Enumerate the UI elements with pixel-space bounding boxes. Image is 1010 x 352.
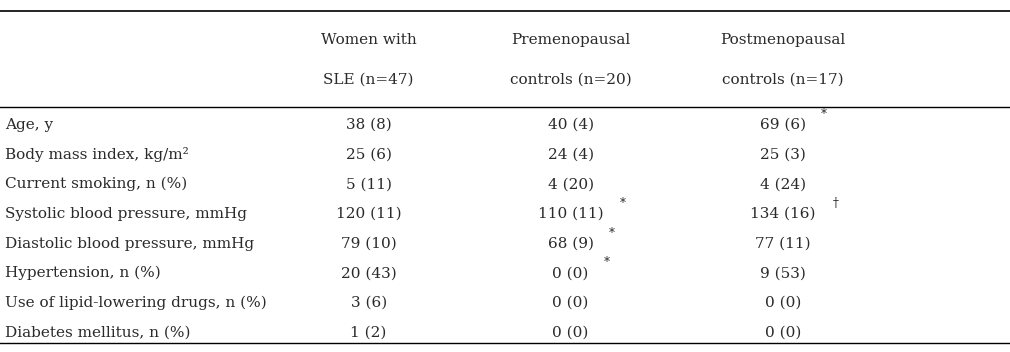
Text: 40 (4): 40 (4): [547, 118, 594, 132]
Text: Use of lipid-lowering drugs, n (%): Use of lipid-lowering drugs, n (%): [5, 296, 267, 310]
Text: SLE (n=47): SLE (n=47): [323, 72, 414, 86]
Text: 4 (20): 4 (20): [547, 177, 594, 191]
Text: Diastolic blood pressure, mmHg: Diastolic blood pressure, mmHg: [5, 237, 255, 251]
Text: Premenopausal: Premenopausal: [511, 33, 630, 48]
Text: 38 (8): 38 (8): [345, 118, 392, 132]
Text: 77 (11): 77 (11): [754, 237, 811, 251]
Text: 3 (6): 3 (6): [350, 296, 387, 310]
Text: 9 (53): 9 (53): [760, 266, 806, 280]
Text: 120 (11): 120 (11): [336, 207, 401, 221]
Text: Hypertension, n (%): Hypertension, n (%): [5, 266, 161, 281]
Text: Systolic blood pressure, mmHg: Systolic blood pressure, mmHg: [5, 207, 247, 221]
Text: 0 (0): 0 (0): [765, 326, 801, 340]
Text: 110 (11): 110 (11): [538, 207, 603, 221]
Text: *: *: [603, 256, 609, 269]
Text: Body mass index, kg/m²: Body mass index, kg/m²: [5, 147, 189, 162]
Text: controls (n=17): controls (n=17): [722, 72, 843, 86]
Text: Postmenopausal: Postmenopausal: [720, 33, 845, 48]
Text: 79 (10): 79 (10): [340, 237, 397, 251]
Text: 0 (0): 0 (0): [552, 296, 589, 310]
Text: 24 (4): 24 (4): [547, 147, 594, 162]
Text: 68 (9): 68 (9): [547, 237, 594, 251]
Text: 5 (11): 5 (11): [345, 177, 392, 191]
Text: 0 (0): 0 (0): [552, 266, 589, 280]
Text: 69 (6): 69 (6): [760, 118, 806, 132]
Text: 20 (43): 20 (43): [340, 266, 397, 280]
Text: 4 (24): 4 (24): [760, 177, 806, 191]
Text: *: *: [620, 197, 626, 210]
Text: 25 (3): 25 (3): [760, 147, 806, 162]
Text: Current smoking, n (%): Current smoking, n (%): [5, 177, 187, 191]
Text: 25 (6): 25 (6): [345, 147, 392, 162]
Text: 1 (2): 1 (2): [350, 326, 387, 340]
Text: *: *: [609, 227, 615, 240]
Text: Age, y: Age, y: [5, 118, 54, 132]
Text: †: †: [832, 197, 838, 210]
Text: controls (n=20): controls (n=20): [510, 72, 631, 86]
Text: 0 (0): 0 (0): [765, 296, 801, 310]
Text: *: *: [821, 108, 827, 121]
Text: Women with: Women with: [321, 33, 416, 48]
Text: 134 (16): 134 (16): [750, 207, 815, 221]
Text: 0 (0): 0 (0): [552, 326, 589, 340]
Text: Diabetes mellitus, n (%): Diabetes mellitus, n (%): [5, 326, 191, 340]
